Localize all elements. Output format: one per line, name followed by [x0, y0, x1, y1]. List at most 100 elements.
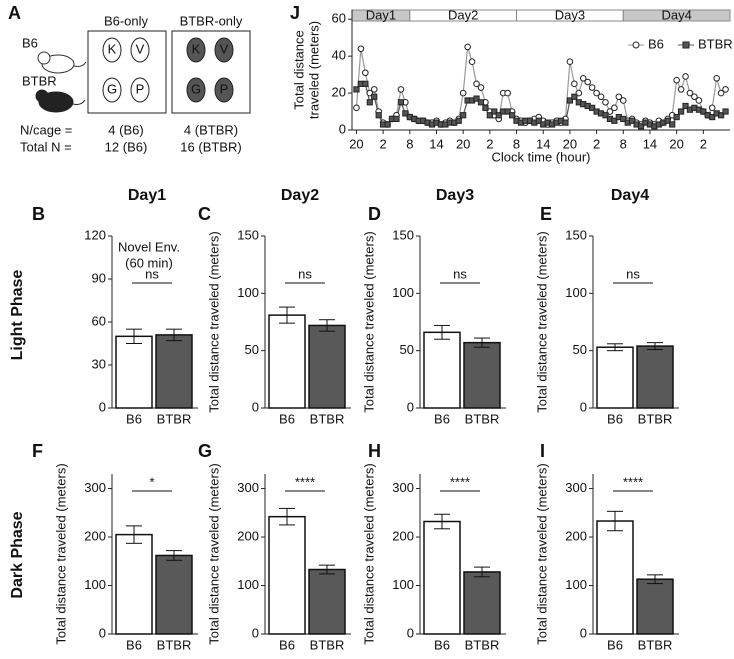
panel-label: J	[290, 3, 300, 23]
x-tick-label: BTBR	[157, 411, 192, 426]
panel-label: B	[32, 204, 45, 224]
y-axis-label: traveled (meters)	[306, 21, 321, 119]
bar	[155, 334, 193, 409]
y-tick-label: 60	[92, 313, 106, 328]
y-tick-label: 0	[407, 625, 414, 640]
y-tick-label: 0	[339, 121, 346, 136]
point	[673, 113, 680, 121]
point	[637, 123, 645, 130]
y-tick-label: 300	[237, 480, 259, 495]
x-tick-label: BTBR	[465, 411, 500, 426]
y-axis-label: Total distance traveled (meters)	[361, 463, 376, 644]
significance-label: ns	[298, 266, 312, 281]
bar	[423, 331, 461, 409]
x-tick-label: 14	[429, 136, 443, 151]
x-tick-label: 8	[620, 136, 627, 151]
point	[495, 112, 502, 119]
day-band-label: Day1	[366, 7, 396, 22]
point	[673, 76, 680, 84]
significance-label: ****	[450, 474, 470, 489]
row-label: Total N =	[20, 139, 72, 154]
y-tick-label: 20	[332, 85, 346, 100]
point	[584, 78, 591, 86]
cage-mouse	[102, 77, 122, 103]
strain-label: BTBR	[22, 73, 57, 88]
cage-letter: K	[192, 41, 201, 56]
cage	[87, 30, 167, 114]
row-value: 12 (B6)	[105, 139, 148, 154]
y-tick-label: 150	[237, 227, 259, 242]
point	[491, 108, 498, 115]
point	[686, 89, 694, 97]
point	[709, 113, 716, 121]
annotation: Novel Env.	[118, 239, 180, 254]
y-tick-label: 0	[252, 399, 259, 414]
legend-marker	[632, 41, 640, 49]
day-band-label: Day2	[448, 7, 478, 22]
point	[397, 99, 405, 106]
significance-label: ns	[145, 266, 159, 281]
point	[384, 121, 391, 128]
column-title: Day3	[436, 187, 474, 204]
point	[464, 43, 471, 51]
point	[459, 89, 467, 97]
y-tick-label: 0	[580, 399, 587, 414]
point	[566, 97, 574, 104]
y-tick-label: 50	[245, 342, 259, 357]
row-title: Dark Phase	[9, 511, 26, 598]
strain-label: B6	[22, 35, 38, 50]
point	[611, 117, 618, 124]
y-tick-label: 300	[392, 480, 414, 495]
x-tick-label: 14	[643, 136, 657, 151]
x-tick-label: 2	[486, 136, 493, 151]
point	[677, 108, 685, 115]
point	[620, 115, 627, 123]
row-value: 16 (BTBR)	[180, 139, 241, 154]
row-title: Light Phase	[9, 270, 26, 361]
cage-letter: G	[107, 81, 117, 96]
bar	[423, 520, 461, 635]
cage-title: B6-only	[104, 13, 149, 28]
point	[664, 117, 671, 124]
point	[700, 108, 707, 115]
point	[571, 93, 578, 100]
panel-label: E	[540, 204, 552, 224]
mouse-icon	[37, 51, 87, 74]
y-tick-label: 0	[407, 399, 414, 414]
cage	[171, 30, 251, 114]
panel-label: D	[368, 204, 381, 224]
point	[562, 119, 569, 126]
y-tick-label: 300	[565, 480, 587, 495]
x-tick-label: B6	[607, 411, 623, 426]
x-tick-label: 20	[669, 136, 683, 151]
point	[482, 104, 489, 111]
x-tick-label: BTBR	[310, 411, 345, 426]
day-band	[622, 9, 731, 22]
y-axis-label: Total distance traveled (meters)	[206, 463, 221, 644]
y-tick-label: 300	[84, 480, 106, 495]
y-axis-label: Total distance traveled (meters)	[53, 463, 68, 644]
point	[362, 80, 369, 87]
panel-label: A	[8, 3, 21, 23]
bar	[308, 568, 346, 635]
y-tick-label: 200	[565, 528, 587, 543]
point	[362, 69, 369, 77]
point	[397, 86, 405, 93]
y-tick-label: 40	[332, 48, 346, 63]
x-tick-label: 8	[406, 136, 413, 151]
y-tick-label: 100	[565, 285, 587, 300]
x-tick-label: B6	[434, 637, 450, 652]
x-tick-label: 8	[513, 136, 520, 151]
cage-mouse	[214, 37, 234, 63]
point	[717, 89, 725, 97]
cage-letter: P	[136, 81, 145, 96]
significance-label: ****	[295, 474, 315, 489]
y-tick-label: 100	[237, 285, 259, 300]
x-tick-label: BTBR	[465, 637, 500, 652]
x-axis-label: Clock time (hour)	[492, 149, 591, 164]
y-tick-label: 100	[392, 577, 414, 592]
cage-mouse	[102, 37, 122, 63]
bar	[596, 346, 634, 409]
